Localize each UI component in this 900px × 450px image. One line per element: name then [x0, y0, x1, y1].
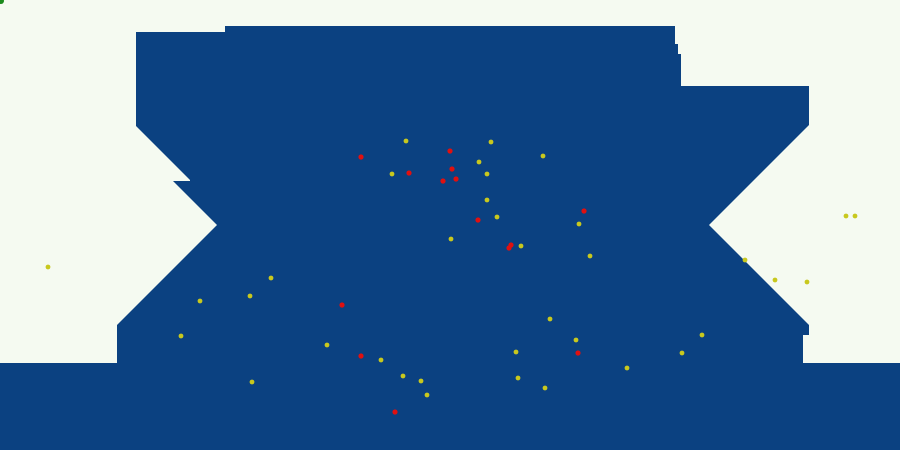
pellet [249, 379, 255, 385]
pellet [699, 332, 705, 338]
enemy-layer [339, 148, 587, 415]
enemy-dot [447, 148, 453, 154]
pellet [518, 243, 524, 249]
pellet [400, 373, 406, 379]
pellet [679, 350, 685, 356]
enemy-dot [440, 178, 446, 184]
pellet [772, 277, 778, 283]
pellet [378, 357, 384, 363]
pellet-layer [45, 138, 858, 398]
pellet [804, 279, 810, 285]
pellet [484, 197, 490, 203]
pellet [484, 171, 490, 177]
player-marker [0, 0, 4, 4]
enemy-dot [406, 170, 412, 176]
pellet [542, 385, 548, 391]
enemy-dot [339, 302, 345, 308]
pellet [448, 236, 454, 242]
pellet [587, 253, 593, 259]
enemy-dot [453, 176, 459, 182]
pellet [540, 153, 546, 159]
pellet [389, 171, 395, 177]
pellet [268, 275, 274, 281]
pellet [547, 316, 553, 322]
pellet [403, 138, 409, 144]
pellet [418, 378, 424, 384]
pellet [573, 337, 579, 343]
pellet [247, 293, 253, 299]
pellet [515, 375, 521, 381]
pellet [494, 214, 500, 220]
pellet [742, 257, 748, 263]
enemy-dot [358, 353, 364, 359]
pellet [197, 298, 203, 304]
enemy-dot [392, 409, 398, 415]
pellet [843, 213, 849, 219]
enemy-dot [506, 245, 512, 251]
pellet [178, 333, 184, 339]
pellet [852, 213, 858, 219]
pellet [476, 159, 482, 165]
pellet [576, 221, 582, 227]
pellet [45, 264, 51, 270]
pellet [624, 365, 630, 371]
enemy-dot [575, 350, 581, 356]
pellet [424, 392, 430, 398]
enemy-dot [449, 166, 455, 172]
pellet [488, 139, 494, 145]
pellet [513, 349, 519, 355]
enemy-dot [475, 217, 481, 223]
enemy-dot [581, 208, 587, 214]
enemy-dot [358, 154, 364, 160]
pellet [324, 342, 330, 348]
